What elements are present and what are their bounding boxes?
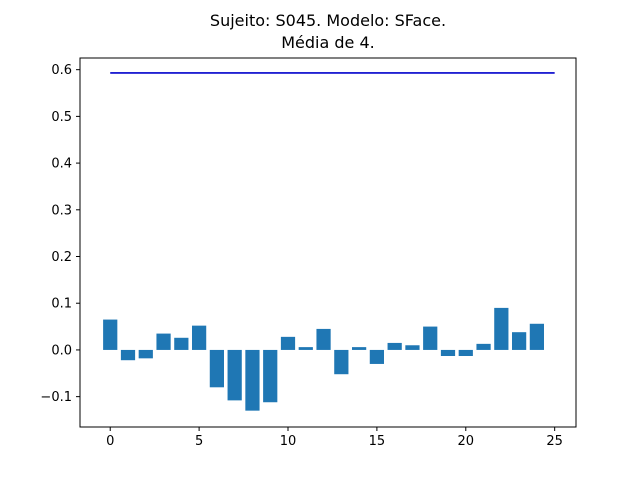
y-tick-label: 0.5 bbox=[51, 110, 72, 125]
bar-15 bbox=[369, 349, 384, 364]
bar-7 bbox=[227, 349, 242, 401]
bar-19 bbox=[440, 349, 456, 357]
chart-subtitle: Média de 4. bbox=[281, 33, 375, 52]
y-tick-label: 0.3 bbox=[51, 203, 72, 218]
y-tick-label: −0.1 bbox=[40, 390, 72, 405]
x-tick-label: 5 bbox=[195, 434, 203, 449]
x-tick-label: 15 bbox=[369, 434, 386, 449]
bar-3 bbox=[156, 333, 171, 350]
bar-12 bbox=[316, 328, 331, 350]
bar-23 bbox=[512, 332, 527, 350]
x-tick-label: 10 bbox=[280, 434, 297, 449]
bar-16 bbox=[387, 342, 402, 350]
y-tick-label: 0.4 bbox=[51, 157, 72, 172]
bar-21 bbox=[476, 343, 491, 350]
plot-frame bbox=[79, 57, 577, 428]
bar-8 bbox=[245, 349, 260, 411]
bar-18 bbox=[423, 326, 438, 350]
x-axis: 0 5 10 15 20 25 bbox=[106, 427, 563, 449]
bar-14 bbox=[352, 347, 367, 350]
y-tick-label: 0.2 bbox=[51, 250, 72, 265]
y-tick-label: 0.0 bbox=[51, 343, 72, 358]
y-tick-label: 0.6 bbox=[51, 63, 72, 78]
chart-title: Sujeito: S045. Modelo: SFace. bbox=[209, 11, 447, 30]
x-tick-label: 0 bbox=[106, 434, 114, 449]
bar-9 bbox=[263, 349, 278, 403]
bar-11 bbox=[298, 347, 313, 350]
bar-20 bbox=[458, 349, 473, 357]
bar-4 bbox=[174, 337, 189, 350]
bar-5 bbox=[192, 325, 207, 350]
bar-13 bbox=[334, 349, 349, 375]
bar-0 bbox=[103, 319, 118, 350]
bar-17 bbox=[405, 345, 420, 350]
bar-10 bbox=[280, 336, 296, 350]
y-axis: −0.1 0.0 0.1 0.2 0.3 0.4 0.5 0.6 bbox=[40, 63, 80, 405]
y-tick-label: 0.1 bbox=[51, 297, 72, 312]
bar-1 bbox=[120, 349, 136, 361]
bar-2 bbox=[138, 349, 153, 359]
bar-22 bbox=[494, 307, 509, 350]
x-tick-label: 20 bbox=[458, 434, 475, 449]
bars-group bbox=[103, 307, 544, 411]
x-tick-label: 25 bbox=[546, 434, 563, 449]
bar-6 bbox=[209, 349, 224, 388]
bar-24 bbox=[529, 323, 544, 350]
